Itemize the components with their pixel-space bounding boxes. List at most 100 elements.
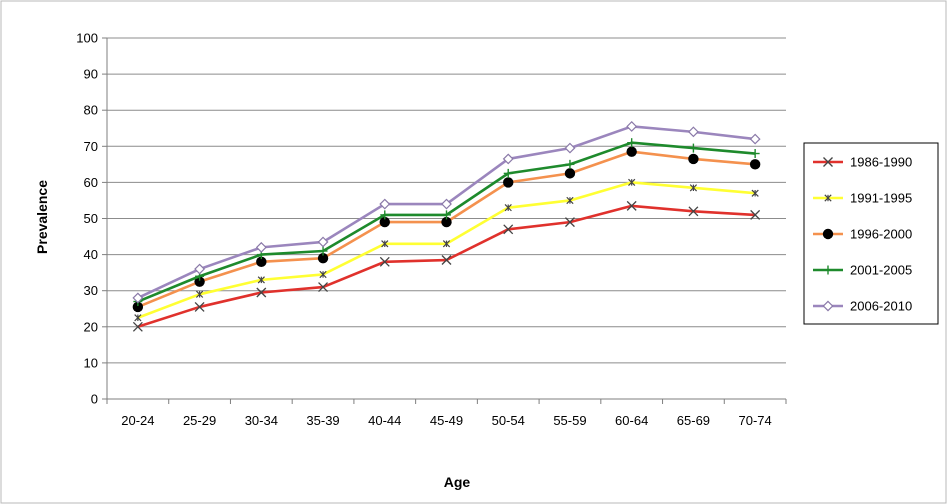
legend-item: 1996-2000 xyxy=(813,227,912,242)
plus-marker xyxy=(318,246,328,256)
x-tick-label: 35-39 xyxy=(306,413,339,428)
x-stroke xyxy=(626,200,637,211)
legend-label: 2001-2005 xyxy=(850,263,912,278)
y-tick-label: 60 xyxy=(84,175,98,190)
x-axis-title: Age xyxy=(444,474,471,490)
x-tick-label: 60-64 xyxy=(615,413,648,428)
x-marker xyxy=(503,224,514,235)
legend-label: 2006-2010 xyxy=(850,299,912,314)
asterisk-marker xyxy=(134,314,142,322)
diamond-marker xyxy=(822,300,834,312)
x-tick-label: 25-29 xyxy=(183,413,216,428)
series-1986-1990 xyxy=(132,200,761,332)
plus-marker xyxy=(688,143,698,153)
x-marker xyxy=(823,157,833,167)
circle-marker xyxy=(256,256,267,268)
x-marker xyxy=(379,256,390,267)
plus-marker xyxy=(750,149,760,159)
y-axis-title: Prevalence xyxy=(34,180,50,254)
diamond-marker xyxy=(317,236,329,248)
diamond-marker xyxy=(194,263,206,275)
series-1996-2000 xyxy=(132,146,761,313)
legend-label: 1991-1995 xyxy=(850,191,912,206)
diamond-marker xyxy=(564,142,576,154)
y-tick-label: 20 xyxy=(84,319,98,334)
plus-marker xyxy=(380,210,390,220)
y-tick-label: 90 xyxy=(84,67,98,82)
plus-marker xyxy=(503,168,513,178)
y-tick-label: 100 xyxy=(76,31,98,46)
x-marker xyxy=(194,301,205,312)
series-1991-1995 xyxy=(134,178,759,322)
asterisk-marker xyxy=(504,204,512,212)
asterisk-marker xyxy=(381,240,389,248)
x-stroke xyxy=(823,157,833,167)
circle-marker xyxy=(379,216,390,228)
x-stroke xyxy=(441,255,452,265)
asterisk-marker xyxy=(628,178,636,187)
circle-marker xyxy=(564,168,576,179)
asterisk-marker xyxy=(751,189,759,197)
x-marker xyxy=(441,255,452,265)
legend-item: 1986-1990 xyxy=(813,155,912,170)
legend-item: 2006-2010 xyxy=(813,299,912,314)
asterisk-marker xyxy=(195,290,204,298)
x-stroke xyxy=(318,282,329,293)
x-tick-label: 30-34 xyxy=(245,413,278,428)
x-tick-label: 20-24 xyxy=(121,413,154,428)
legend: 1986-1990 1991-1995 1996-2000 2001-2005 2006… xyxy=(803,142,939,325)
legend-label: 1996-2000 xyxy=(850,227,912,242)
circle-marker xyxy=(194,276,205,287)
diamond-marker xyxy=(441,198,452,210)
circle-marker xyxy=(317,253,329,264)
asterisk-marker xyxy=(319,270,327,279)
circle-marker xyxy=(749,159,761,170)
plus-marker xyxy=(627,138,637,148)
circle-marker xyxy=(132,301,144,313)
x-tick-label: 40-44 xyxy=(368,413,401,428)
x-marker xyxy=(318,282,329,293)
x-stroke xyxy=(379,256,390,267)
diamond-marker xyxy=(132,292,144,304)
x-axis-ticks: 20-24 25-29 30-34 35-39 40-44 45-49 50-54 55-59… xyxy=(106,399,787,428)
x-stroke xyxy=(688,206,699,217)
x-marker xyxy=(564,217,575,228)
x-tick-label: 70-74 xyxy=(739,413,772,428)
x-tick-label: 45-49 xyxy=(430,413,463,428)
y-tick-label: 80 xyxy=(84,103,98,118)
x-marker xyxy=(256,287,267,298)
diamond-marker xyxy=(379,198,391,210)
y-tick-label: 50 xyxy=(84,211,98,226)
y-axis-ticks: 0 10 20 30 40 50 60 70 80 90 100 xyxy=(76,31,107,407)
diamond-marker xyxy=(626,120,638,132)
x-stroke xyxy=(194,301,205,312)
circle-marker xyxy=(441,216,452,228)
asterisk-marker xyxy=(257,276,265,284)
plus-marker xyxy=(442,210,451,220)
circle-marker xyxy=(688,153,699,165)
diamond-marker xyxy=(749,133,761,145)
x-marker xyxy=(626,200,637,211)
legend-item: 2001-2005 xyxy=(813,263,912,278)
legend-item: 1991-1995 xyxy=(813,191,912,206)
x-tick-label: 55-59 xyxy=(553,413,586,428)
y-tick-label: 30 xyxy=(84,283,98,298)
x-stroke xyxy=(256,287,267,298)
y-tick-label: 70 xyxy=(84,139,98,154)
asterisk-marker xyxy=(566,196,574,205)
x-marker xyxy=(132,321,143,332)
circle-marker xyxy=(503,177,514,188)
x-marker xyxy=(688,206,699,217)
series-2006-2010 xyxy=(132,120,761,304)
diamond-marker xyxy=(502,153,514,165)
y-tick-label: 10 xyxy=(84,355,98,370)
legend-label: 1986-1990 xyxy=(850,155,912,170)
x-stroke xyxy=(132,321,143,332)
x-stroke xyxy=(750,209,761,220)
x-tick-label: 65-69 xyxy=(677,413,710,428)
plus-marker xyxy=(565,159,575,169)
asterisk-marker xyxy=(442,240,451,248)
x-stroke xyxy=(503,224,514,235)
